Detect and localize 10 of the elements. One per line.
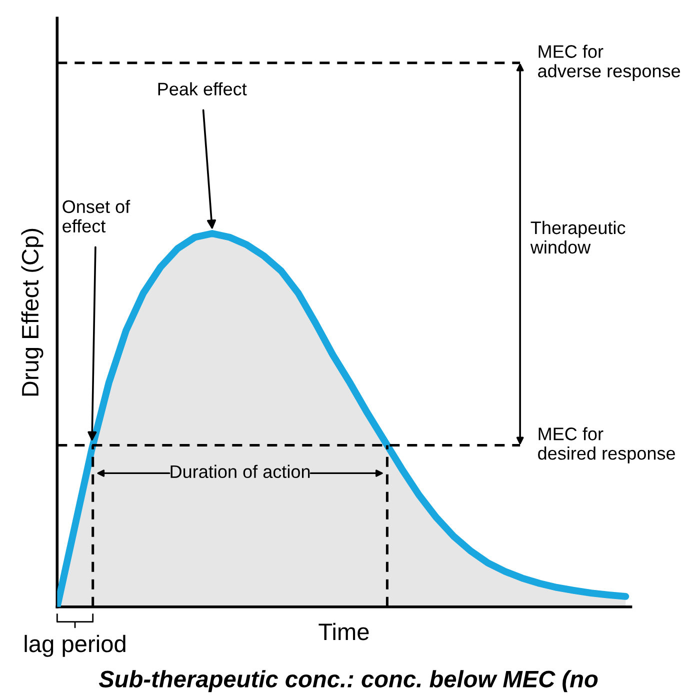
text: Onset of effect [62, 200, 130, 233]
text: lag period [24, 634, 126, 657]
ref-line-label: MEC for adverse response [538, 44, 680, 81]
x-axis-title: Time [318, 622, 369, 640]
annotation: Duration of action [170, 464, 310, 478]
annotation: Therapeutic window [530, 220, 626, 254]
text: Peak effect [158, 82, 247, 96]
text: Sub-therapeutic conc.: conc. below MEC (no [98, 670, 598, 692]
y-axis-title: Drug Effect (Cp) [21, 228, 44, 396]
ref-line-label: MEC for desired response [538, 427, 676, 464]
